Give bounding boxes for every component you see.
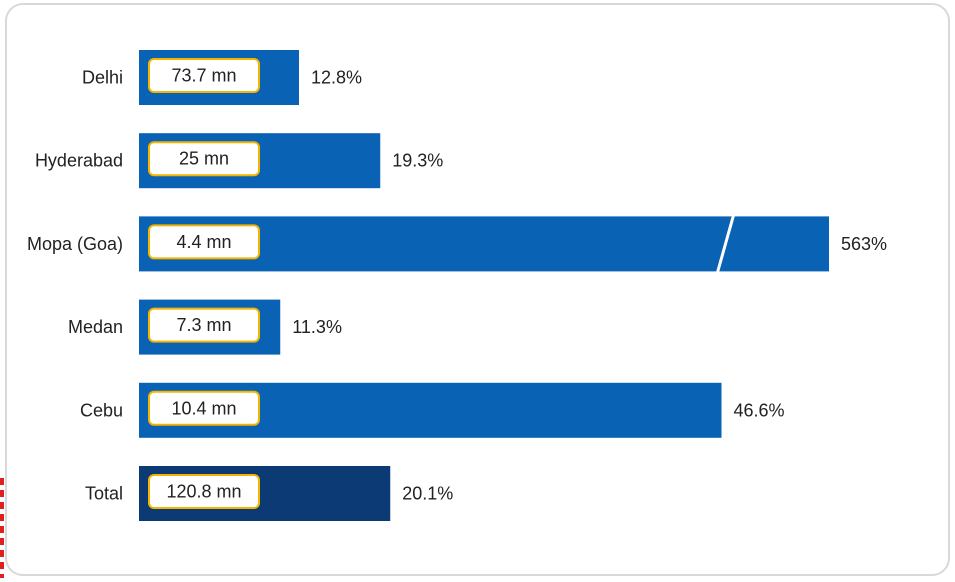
- volume-label: 7.3 mn: [176, 315, 231, 335]
- volume-label-box: [148, 58, 260, 93]
- value-label: 11.3%: [292, 317, 342, 337]
- category-label: Mopa (Goa): [27, 234, 123, 254]
- category-label: Medan: [68, 317, 123, 337]
- volume-label-box: [148, 474, 260, 509]
- volume-label: 73.7 mn: [171, 66, 236, 86]
- value-label: 46.6%: [734, 400, 785, 420]
- value-label: 563%: [841, 234, 887, 254]
- volume-label-box: [148, 307, 260, 343]
- volume-label: 25 mn: [179, 149, 229, 169]
- volume-label-box: [148, 141, 260, 177]
- edge-decoration: [0, 478, 4, 578]
- volume-label-box: [148, 224, 260, 260]
- category-label: Total: [85, 484, 123, 504]
- volume-label: 120.8 mn: [166, 482, 241, 502]
- volume-label: 4.4 mn: [176, 232, 231, 252]
- volume-label-box: [148, 390, 260, 426]
- volume-label: 10.4 mn: [171, 398, 236, 418]
- category-label: Cebu: [80, 400, 123, 420]
- category-label: Delhi: [82, 68, 123, 88]
- value-label: 12.8%: [311, 68, 362, 88]
- axis-break-mark: [716, 214, 735, 273]
- value-label: 19.3%: [392, 151, 443, 171]
- value-label: 20.1%: [402, 484, 453, 504]
- category-label: Hyderabad: [35, 151, 123, 171]
